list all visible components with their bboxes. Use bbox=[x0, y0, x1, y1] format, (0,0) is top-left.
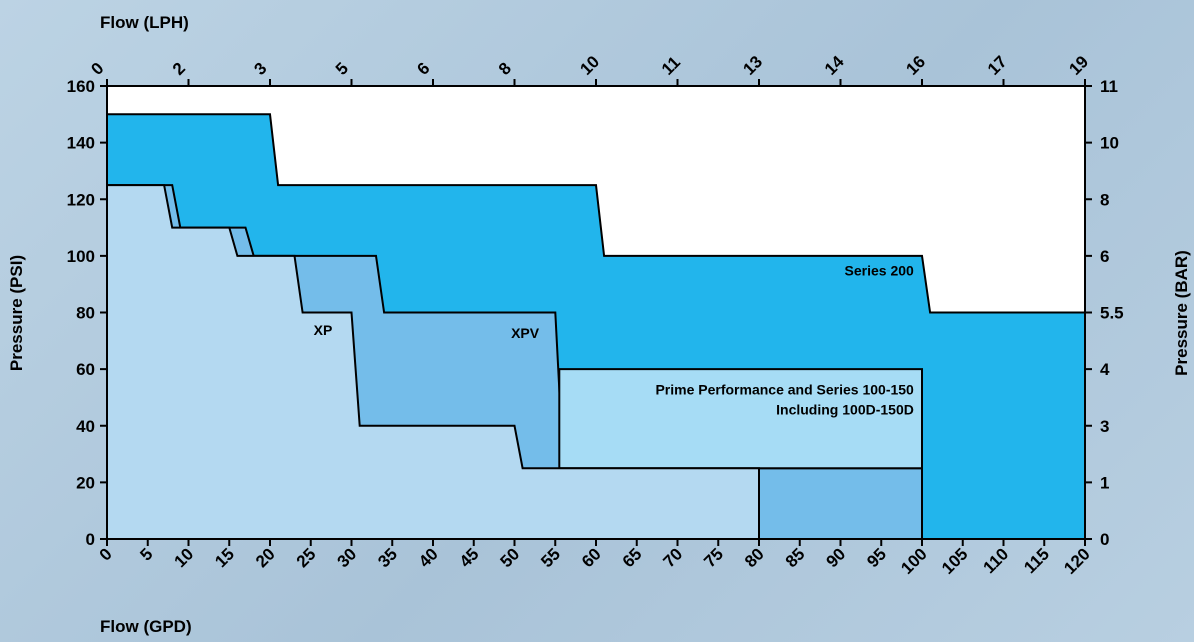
top-axis-title: Flow (LPH) bbox=[100, 13, 189, 32]
bottom-tick-label: 30 bbox=[334, 544, 361, 571]
left-tick-label: 40 bbox=[76, 417, 95, 436]
bottom-tick-label: 80 bbox=[741, 544, 768, 571]
bottom-tick-label: 120 bbox=[1060, 544, 1093, 577]
bottom-tick-label: 60 bbox=[578, 544, 605, 571]
left-tick-label: 120 bbox=[67, 190, 95, 209]
bottom-tick-label: 0 bbox=[96, 544, 116, 564]
top-tick-label: 10 bbox=[576, 52, 603, 79]
bottom-tick-label: 110 bbox=[979, 544, 1012, 577]
region-prime bbox=[558, 368, 923, 470]
left-tick-label: 60 bbox=[76, 360, 95, 379]
left-tick-label: 100 bbox=[67, 247, 95, 266]
region-xp bbox=[106, 184, 760, 540]
top-tick-label: 16 bbox=[902, 52, 929, 79]
bottom-tick-label: 70 bbox=[660, 544, 687, 571]
bottom-tick-label: 20 bbox=[252, 544, 279, 571]
bottom-axis-title: Flow (GPD) bbox=[100, 617, 192, 636]
bottom-tick-label: 50 bbox=[497, 544, 524, 571]
top-tick-label: 0 bbox=[87, 59, 107, 79]
bottom-tick-label: 85 bbox=[782, 544, 809, 571]
bottom-tick-label: 75 bbox=[700, 544, 727, 571]
top-tick-label: 6 bbox=[413, 59, 433, 79]
right-tick-label: 5.5 bbox=[1100, 304, 1124, 323]
top-tick-label: 19 bbox=[1065, 52, 1092, 79]
bottom-tick-label: 45 bbox=[456, 544, 483, 571]
right-tick-label: 4 bbox=[1100, 360, 1110, 379]
right-tick-label: 0 bbox=[1100, 530, 1109, 549]
top-tick-label: 5 bbox=[332, 59, 352, 79]
annotation-xpv: XPV bbox=[511, 325, 540, 341]
bottom-tick-label: 40 bbox=[415, 544, 442, 571]
left-tick-label: 160 bbox=[67, 77, 95, 96]
top-tick-label: 17 bbox=[984, 52, 1011, 79]
annotation-prime2: Including 100D-150D bbox=[776, 401, 914, 417]
right-tick-label: 1 bbox=[1100, 473, 1109, 492]
right-axis-title: Pressure (BAR) bbox=[1172, 250, 1191, 376]
right-tick-label: 3 bbox=[1100, 417, 1109, 436]
bottom-tick-label: 25 bbox=[293, 544, 320, 571]
bottom-tick-label: 35 bbox=[374, 544, 401, 571]
bottom-tick-label: 5 bbox=[136, 544, 156, 564]
tick-marks bbox=[100, 79, 1092, 546]
bottom-tick-label: 65 bbox=[619, 544, 646, 571]
top-tick-label: 11 bbox=[658, 53, 684, 79]
left-axis-title: Pressure (PSI) bbox=[7, 255, 26, 371]
left-tick-label: 140 bbox=[67, 134, 95, 153]
left-tick-label: 80 bbox=[76, 304, 95, 323]
bottom-tick-label: 55 bbox=[537, 544, 564, 571]
right-tick-label: 8 bbox=[1100, 190, 1109, 209]
bottom-tick-label: 90 bbox=[823, 544, 850, 571]
top-tick-label: 13 bbox=[739, 52, 766, 79]
bottom-tick-label: 10 bbox=[171, 544, 198, 571]
annotation-series200: Series 200 bbox=[845, 263, 914, 279]
right-tick-label: 6 bbox=[1100, 247, 1109, 266]
right-tick-label: 11 bbox=[1100, 77, 1118, 96]
annotation-xp: XP bbox=[314, 322, 333, 338]
annotation-prime1: Prime Performance and Series 100-150 bbox=[655, 382, 914, 398]
series-annotations: Series 200 XP XPV Prime Performance and Ser… bbox=[314, 263, 914, 418]
top-tick-label: 8 bbox=[495, 59, 515, 79]
bottom-tick-label: 15 bbox=[211, 544, 238, 571]
left-tick-label: 20 bbox=[76, 473, 95, 492]
left-tick-label: 0 bbox=[86, 530, 95, 549]
top-tick-label: 3 bbox=[250, 59, 270, 79]
top-tick-label: 14 bbox=[821, 52, 848, 79]
bottom-tick-label: 95 bbox=[863, 544, 890, 571]
top-tick-label: 2 bbox=[169, 59, 189, 79]
bottom-tick-label: 105 bbox=[938, 544, 971, 577]
bottom-tick-label: 115 bbox=[1020, 544, 1053, 577]
bottom-tick-label: 100 bbox=[897, 544, 930, 577]
right-tick-label: 10 bbox=[1100, 134, 1119, 153]
